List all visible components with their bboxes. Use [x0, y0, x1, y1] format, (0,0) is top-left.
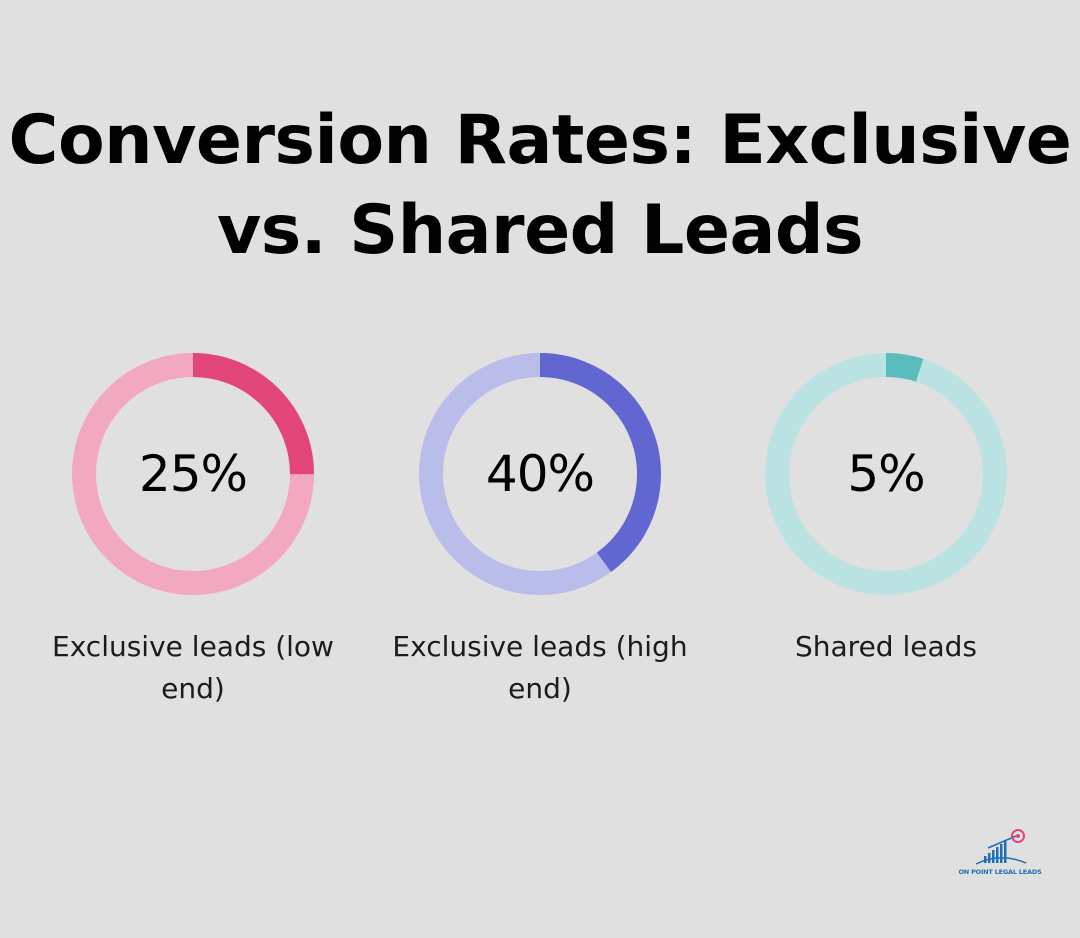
brand-logo: ON POINT LEGAL LEADS: [958, 828, 1042, 886]
chart-title-line-2: vs. Shared Leads: [216, 191, 864, 270]
value-label-exclusive-low: 25%: [138, 445, 248, 503]
value-label-shared: 5%: [847, 445, 925, 503]
donut-svg: [419, 353, 661, 595]
donut-arc-exclusive-high: [419, 353, 661, 595]
chart-title: Conversion Rates: Exclusive vs. Shared L…: [0, 96, 1080, 276]
logo-text: ON POINT LEGAL LEADS: [958, 868, 1042, 876]
category-label-exclusive-low: Exclusive leads (low end): [52, 630, 334, 705]
donut-chart-exclusive-high: 40%: [418, 352, 662, 596]
chart-title-line-1: Conversion Rates: Exclusive: [8, 101, 1072, 180]
donut-svg: [72, 353, 314, 595]
value-label-exclusive-high: 40%: [485, 445, 595, 503]
donut-svg: [765, 353, 1007, 595]
donut-arc-exclusive-low: [72, 353, 314, 595]
bar-chart-target-icon: [975, 829, 1027, 865]
donut-arc-shared: [765, 353, 1007, 595]
category-label-exclusive-high: Exclusive leads (high end): [392, 630, 688, 705]
donut-chart-shared: 5%: [764, 352, 1008, 596]
donut-chart-exclusive-low: 25%: [71, 352, 315, 596]
category-label-shared: Shared leads: [795, 630, 977, 663]
